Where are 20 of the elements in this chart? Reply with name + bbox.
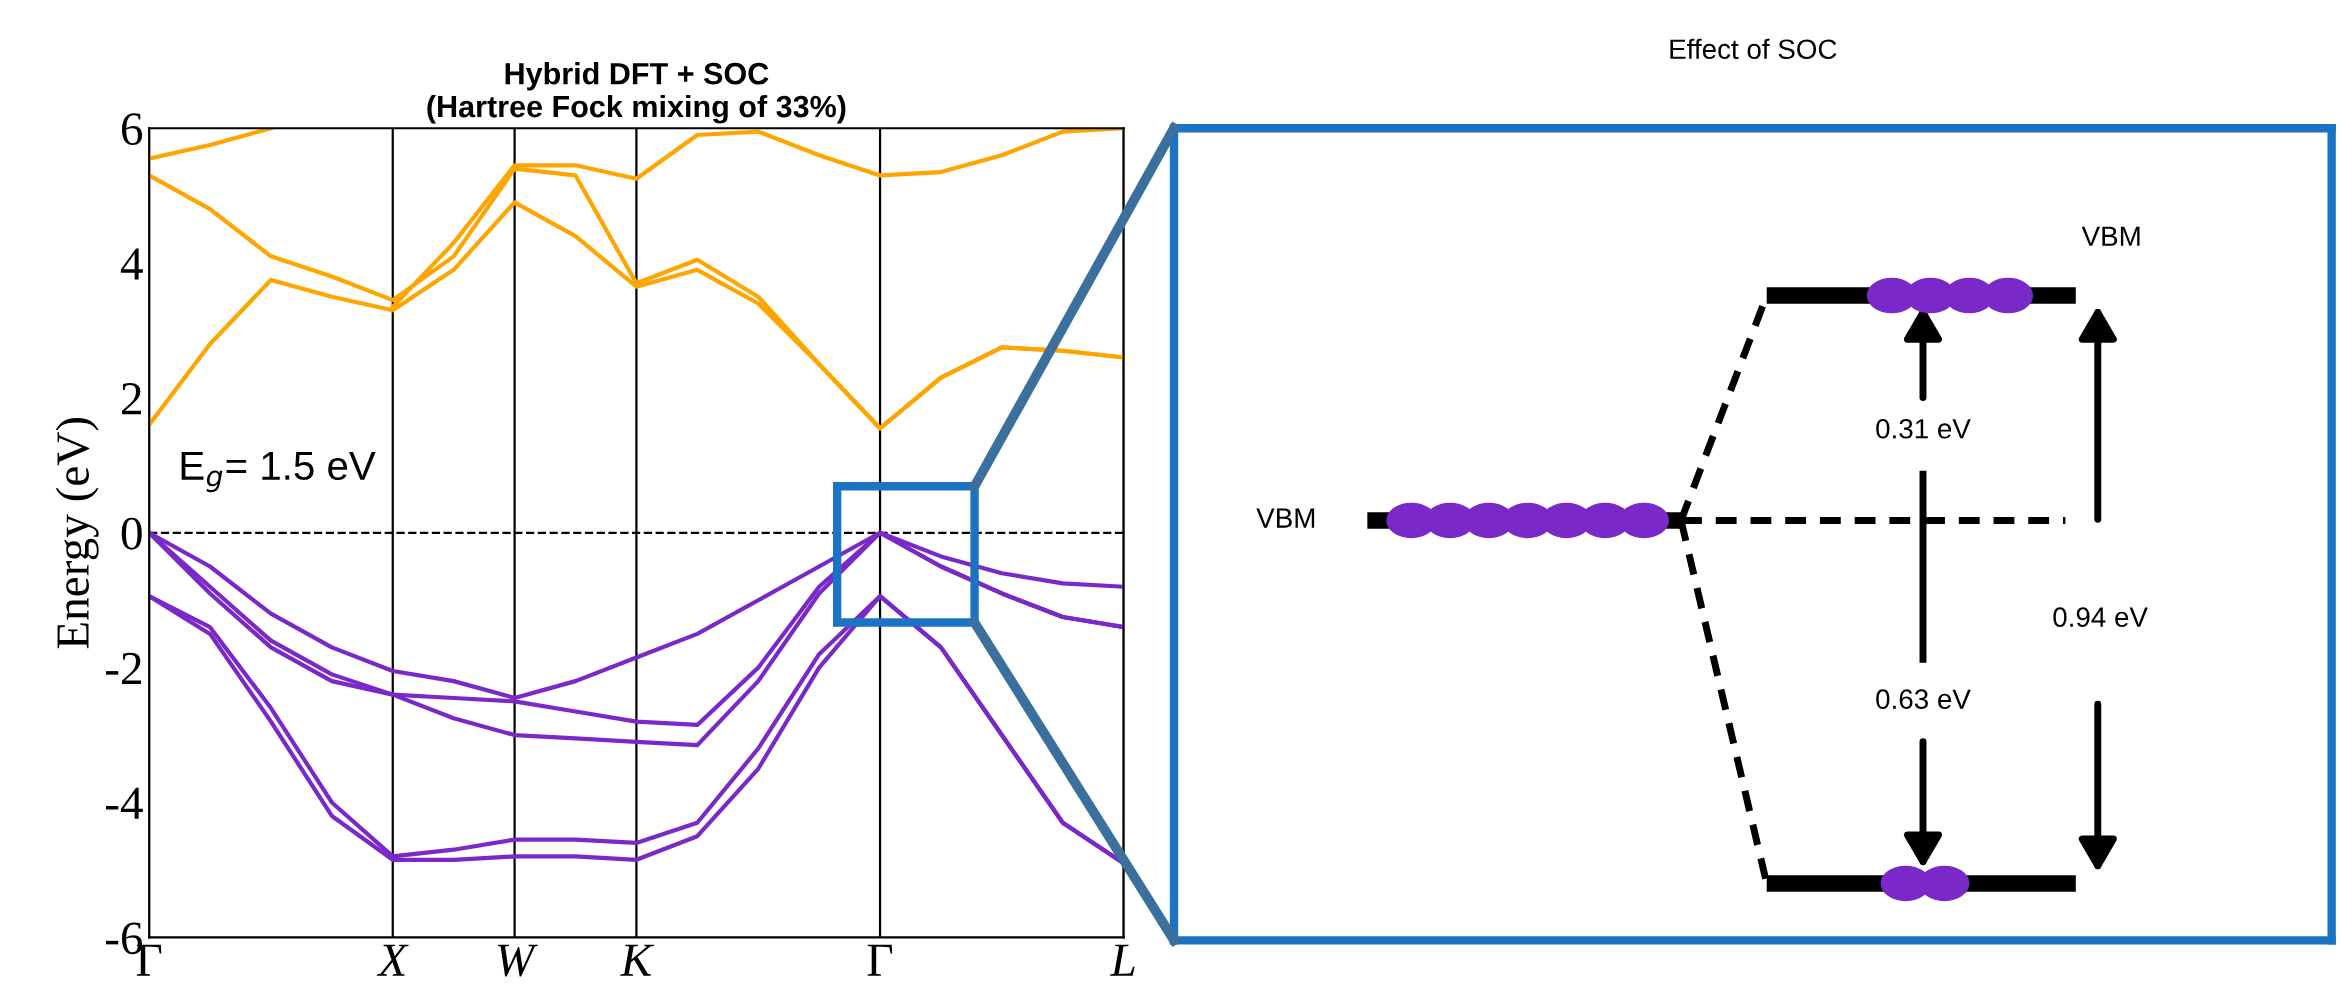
y-tick-label: 2 [122, 383, 141, 415]
x-tick-label: L [1110, 944, 1135, 976]
text: 0.94 eV [2053, 607, 2148, 627]
text: Effect of SOC [1670, 38, 1837, 60]
x-tick-label: W [498, 944, 538, 977]
x-tick-label: Γ [867, 944, 893, 976]
chart-title: Hybrid DFT + SOC (Hartree Fock mixing of 33%) [427, 62, 846, 124]
x-tick-label: K [620, 944, 655, 976]
y-tick-label: 4 [120, 248, 143, 280]
x-tick-label: X [376, 944, 409, 976]
y-tick-label: -4 [105, 787, 143, 819]
y-tick-label: -2 [105, 652, 141, 685]
annotation: E$_{g}$= 1.5 eV [181, 451, 376, 493]
y-tick-label: 6 [121, 113, 143, 146]
y-axis-title: Energy (eV) [55, 417, 99, 649]
y-tick-label: 0 [121, 517, 142, 550]
text: VBM [1256, 508, 1315, 528]
text: VBM [2081, 226, 2140, 246]
text: 0.31 eV [1876, 418, 1971, 439]
text: 0.63 eV [1876, 689, 1971, 710]
